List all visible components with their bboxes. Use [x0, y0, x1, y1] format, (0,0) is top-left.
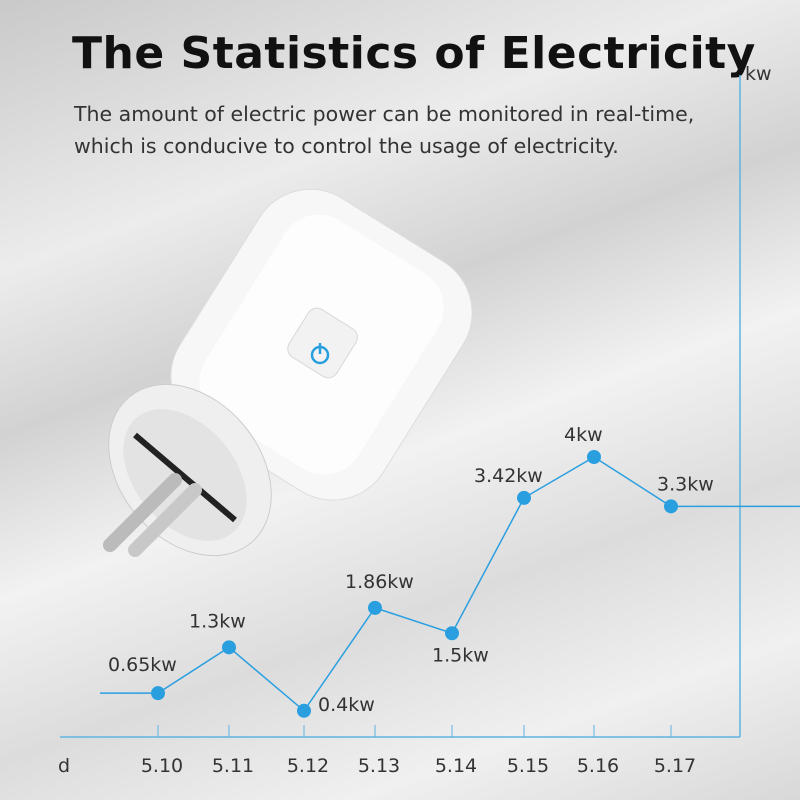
- x-tick-label: 5.12: [287, 755, 329, 777]
- data-point: [151, 686, 165, 701]
- data-label: 1.86kw: [345, 571, 414, 593]
- x-tick-label: 5.13: [358, 755, 400, 777]
- page-subtitle: The amount of electric power can be moni…: [74, 98, 694, 162]
- x-tick-label: 5.14: [435, 755, 477, 777]
- power-button: [287, 307, 358, 379]
- x-tick-label: 5.15: [507, 755, 549, 777]
- x-axis-label: d: [58, 755, 70, 777]
- data-point: [664, 499, 678, 514]
- subtitle-line: which is conducive to control the usage …: [74, 134, 619, 158]
- data-label: 1.5kw: [432, 644, 489, 666]
- data-point: [222, 640, 236, 655]
- x-tick-label: 5.16: [577, 755, 619, 777]
- y-axis-label: kw: [745, 63, 772, 85]
- subtitle-line: The amount of electric power can be moni…: [74, 102, 695, 126]
- data-point: [368, 600, 382, 615]
- data-label: 3.42kw: [474, 465, 543, 487]
- data-label: 1.3kw: [189, 610, 246, 632]
- data-label: 0.65kw: [108, 654, 177, 676]
- data-point: [445, 626, 459, 641]
- page-title: The Statistics of Electricity: [72, 28, 756, 79]
- line-chart: kw d 5.10 5.11 5.12 5.13 5.14 5.15 5.16 5.17 0.65k…: [58, 63, 800, 777]
- data-point: [587, 450, 601, 464]
- smart-plug-image: [103, 188, 473, 557]
- data-label: 4kw: [564, 424, 603, 446]
- data-label: 0.4kw: [318, 694, 375, 716]
- series-line: [100, 456, 800, 712]
- data-point: [297, 703, 311, 718]
- x-tick-label: 5.17: [654, 755, 696, 777]
- x-tick-label: 5.10: [141, 755, 183, 777]
- x-tick-label: 5.11: [212, 755, 254, 777]
- data-point: [517, 490, 531, 505]
- data-label: 3.3kw: [657, 473, 714, 495]
